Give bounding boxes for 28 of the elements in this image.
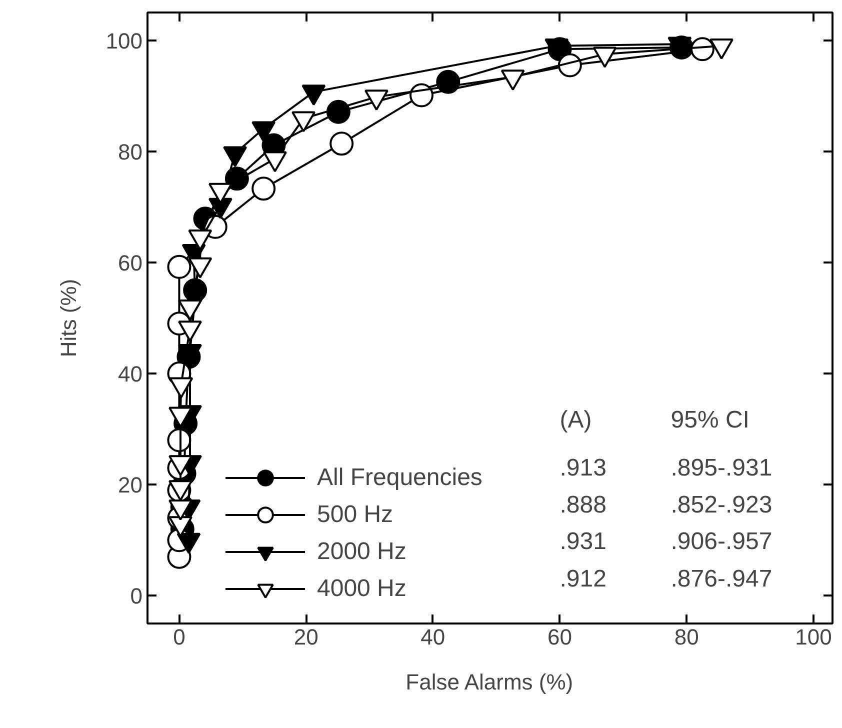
annotation: .906-.957 [670,528,772,556]
y-axis-title: Hits (%) [56,278,81,358]
annotation: .912 [560,565,606,592]
y-tick-label: 100 [106,28,143,54]
x-axis-title: False Alarms (%) [406,670,574,694]
y-tick-label: 40 [118,362,143,387]
x-tick-label: 100 [795,624,832,650]
annotation: .888 [560,492,606,519]
y-tick-label: 20 [118,472,143,498]
x-tick-label: 80 [674,624,699,650]
legend-label: 2000 Hz [317,536,406,566]
x-tick-label: 40 [420,624,446,650]
x-tick-label: 20 [294,624,318,650]
annotation: .852-.923 [670,492,772,519]
annotation: (A) [560,406,592,434]
legend-label: 4000 Hz [317,574,406,604]
annotation: .913 [560,454,606,482]
legend-label: All Frequencies [317,462,482,492]
annotation: .895-.931 [670,454,772,482]
y-tick-label: 0 [130,584,143,609]
x-tick-label: 0 [173,624,186,650]
y-tick-label: 80 [118,139,143,164]
annotation: .876-.947 [670,565,772,592]
y-tick-label: 60 [118,250,143,276]
legend-label: 500 Hz [317,500,394,530]
annotation: 95% CI [670,406,750,434]
annotation: .931 [560,528,606,556]
x-tick-label: 60 [548,624,572,650]
